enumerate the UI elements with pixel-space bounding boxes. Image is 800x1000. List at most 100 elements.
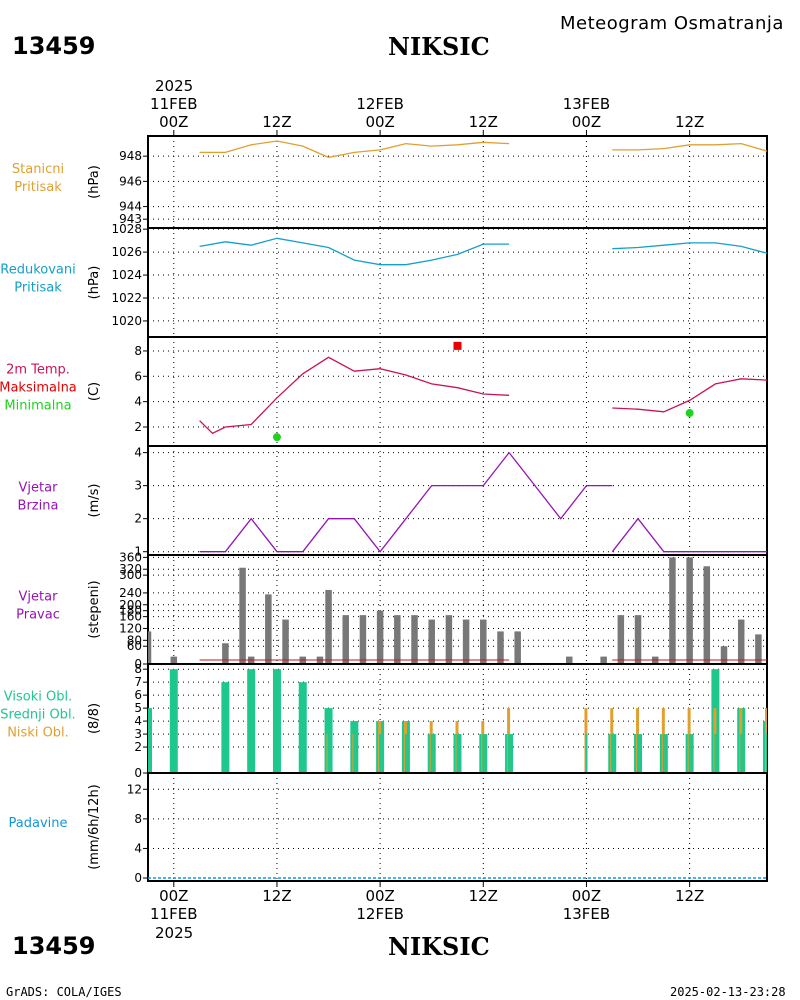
low-cloud-bar [301, 760, 304, 773]
top-hour-label: 00Z [159, 113, 188, 131]
panel-label: Pritisak [14, 281, 62, 296]
bottom-hour-label: 00Z [365, 887, 394, 905]
panel-label: Visoki Obl. [4, 690, 72, 705]
wind-dir-bar [600, 656, 607, 664]
bottom-date-label: 13FEB [563, 905, 610, 923]
panel-label: 2m Temp. [6, 363, 70, 378]
wind-dir-bar [617, 615, 625, 664]
wind-dir-bar [265, 594, 272, 664]
ytick-label: 2 [134, 740, 142, 754]
wind-dir-bar [566, 656, 573, 664]
ytick-label: 160 [119, 610, 142, 624]
wind-dir-bar [772, 620, 779, 664]
plot-area [148, 877, 767, 879]
low-cloud-bar [327, 734, 330, 773]
y-axis-label: (stepeni) [87, 580, 102, 638]
wind-dir-bar [480, 619, 487, 664]
plot-area [148, 669, 794, 773]
y-axis-label: (hPa) [87, 165, 102, 199]
low-cloud-bar [353, 734, 356, 773]
panel-label: Maksimalna [0, 381, 77, 396]
y-axis-label: (m/s) [87, 484, 102, 518]
wind-dir-bar [342, 615, 349, 664]
wind-dir-bar [394, 615, 401, 664]
bottom-hour-label: 00Z [159, 887, 188, 905]
series-line [611, 517, 767, 553]
ytick-label: 300 [119, 568, 142, 582]
low-cloud-bar [379, 734, 382, 773]
top-hour-label: 00Z [572, 113, 601, 131]
low-cloud-bar [430, 734, 433, 773]
ytick-label: 3 [134, 727, 142, 741]
top-date-label: 13FEB [563, 95, 610, 113]
low-cloud-bar [456, 734, 459, 773]
panel-label: Vjetar [19, 590, 59, 605]
ytick-label: 7 [134, 675, 142, 689]
ytick-label: 3 [134, 479, 142, 493]
mid-cloud-bar [791, 721, 794, 773]
ytick-label: 4 [134, 714, 142, 728]
top-hour-label: 12Z [262, 113, 291, 131]
ytick-label: 1026 [111, 245, 142, 259]
wind-dir-bar [497, 631, 504, 664]
footer-station-name: NIKSIC [388, 932, 490, 961]
wind-dir-bar [720, 646, 728, 664]
ytick-label: 8 [134, 662, 142, 676]
station-number: 13459 [12, 32, 96, 60]
wind-dir-bar [222, 643, 229, 664]
wind-dir-bar [282, 619, 289, 664]
low-cloud-bar [611, 734, 614, 773]
low-cloud-bar [714, 734, 717, 773]
footer-station-number: 13459 [12, 932, 96, 960]
panel-temperature: 2 4 6 8 (C) 2m Temp. Maksimalna Minimalna [0, 336, 768, 447]
panel-label: Brzina [18, 499, 59, 514]
ytick-label: 12 [127, 782, 142, 796]
meteogram-subtitle: Meteogram Osmatranja [560, 13, 784, 34]
bottom-date-label: 12FEB [356, 905, 403, 923]
top-hour-label: 12Z [469, 113, 498, 131]
wind-dir-bar [462, 619, 470, 664]
wind-dir-bar [755, 634, 762, 664]
y-axis-label: (mm/6h/12h) [87, 784, 102, 870]
ytick-label: 120 [119, 621, 142, 635]
ytick-label: 2 [134, 420, 142, 434]
top-hour-label: 00Z [365, 113, 394, 131]
series-line [612, 142, 767, 152]
high-cloud-bar [221, 682, 230, 773]
panel-label: Minimalna [4, 399, 71, 414]
ytick-label: 0 [134, 766, 142, 780]
wind-dir-bar [703, 566, 711, 664]
top-hour-label: 12Z [675, 113, 704, 131]
panel-frame [147, 135, 768, 229]
bottom-date-label: 11FEB [150, 905, 197, 923]
low-cloud-bar [688, 734, 691, 773]
panel-frame [147, 772, 768, 882]
plot-area [148, 557, 779, 664]
wind-dir-bar [514, 631, 521, 664]
timestamp: 2025-02-13-23:28 [670, 985, 786, 999]
panel-reduced_pressure: 1020 1022 1024 1026 1028 (hPa) Redukovani Priti… [0, 222, 768, 338]
wind-dir-bar [359, 615, 367, 664]
y-axis-label: (hPa) [87, 266, 102, 300]
low-cloud-bar [508, 734, 511, 773]
ytick-label: 4 [134, 446, 142, 460]
series-line [199, 140, 510, 159]
ytick-label: 948 [119, 149, 142, 163]
panel-frame [147, 336, 768, 447]
wind-dir-bar [669, 557, 676, 664]
high-cloud-bar [272, 669, 281, 773]
ytick-label: 240 [119, 586, 142, 600]
bottom-year: 2025 [155, 924, 194, 942]
series-line [612, 378, 767, 413]
series-line [199, 356, 510, 435]
ytick-label: 320 [119, 562, 142, 576]
low-cloud-bar [637, 734, 640, 773]
bottom-hour-label: 00Z [572, 887, 601, 905]
ytick-label: 4 [134, 841, 142, 855]
panel-label: Redukovani [0, 263, 75, 278]
series-line [508, 452, 613, 520]
